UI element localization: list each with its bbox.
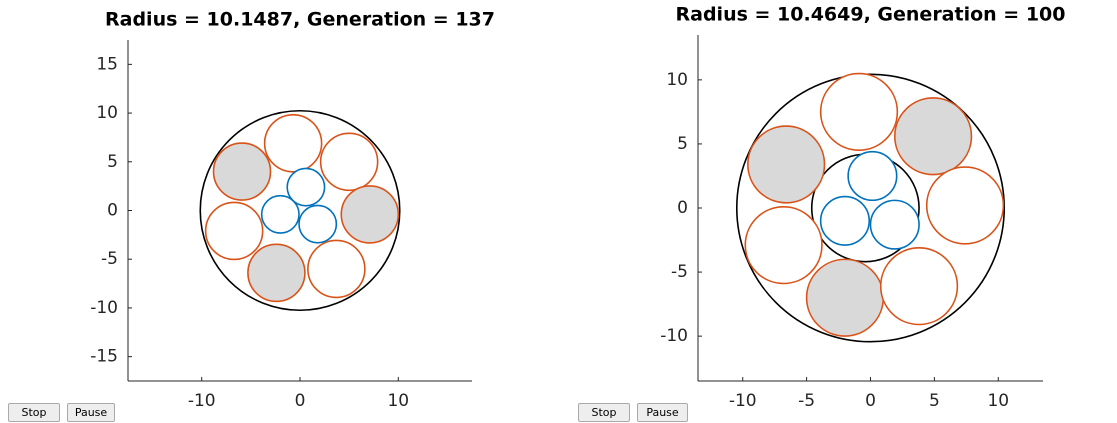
circle [819, 72, 899, 152]
x-tick-label: -10 [188, 391, 216, 411]
stop-button[interactable]: Stop [8, 403, 60, 422]
y-tick-label: 0 [107, 201, 118, 221]
circle [199, 109, 401, 312]
x-tick-label: -5 [798, 391, 815, 411]
circle [307, 239, 366, 299]
circle [263, 113, 323, 173]
y-tick-label: -10 [90, 298, 118, 318]
y-tick-label: 10 [96, 103, 118, 123]
pause-button[interactable]: Pause [67, 403, 115, 422]
stop-button[interactable]: Stop [578, 403, 630, 422]
circle [744, 206, 823, 285]
pause-button[interactable]: Pause [637, 403, 688, 422]
x-tick-label: 0 [295, 391, 306, 411]
y-tick-label: 5 [677, 134, 688, 154]
x-tick-label: 0 [865, 391, 876, 411]
circle [847, 150, 898, 202]
circle [879, 247, 959, 326]
circle [735, 73, 1006, 343]
y-tick-label: 15 [96, 54, 118, 74]
circle [925, 166, 1005, 245]
y-tick-label: -5 [671, 262, 688, 282]
circle [204, 201, 264, 261]
y-tick-label: -5 [101, 249, 118, 269]
x-tick-label: 5 [929, 391, 940, 411]
chart-title: Radius = 10.1487, Generation = 137 [105, 9, 495, 31]
x-tick-label: 10 [387, 391, 409, 411]
circle [893, 97, 973, 176]
y-tick-label: -10 [660, 326, 688, 346]
circle [805, 258, 885, 337]
y-tick-label: 0 [677, 198, 688, 218]
circle [319, 132, 379, 192]
circle [286, 167, 326, 207]
circle [869, 199, 920, 250]
x-tick-label: -10 [729, 391, 757, 411]
circle [212, 142, 272, 201]
circle [298, 204, 338, 244]
y-tick-label: 5 [107, 152, 118, 172]
circle [340, 185, 400, 244]
x-tick-label: 10 [987, 391, 1009, 411]
y-tick-label: -15 [90, 347, 118, 367]
circle [260, 194, 300, 234]
circle [247, 243, 306, 303]
chart-title: Radius = 10.4649, Generation = 100 [676, 4, 1066, 26]
y-tick-label: 10 [666, 70, 688, 90]
circle [747, 125, 826, 204]
circle [819, 195, 871, 246]
